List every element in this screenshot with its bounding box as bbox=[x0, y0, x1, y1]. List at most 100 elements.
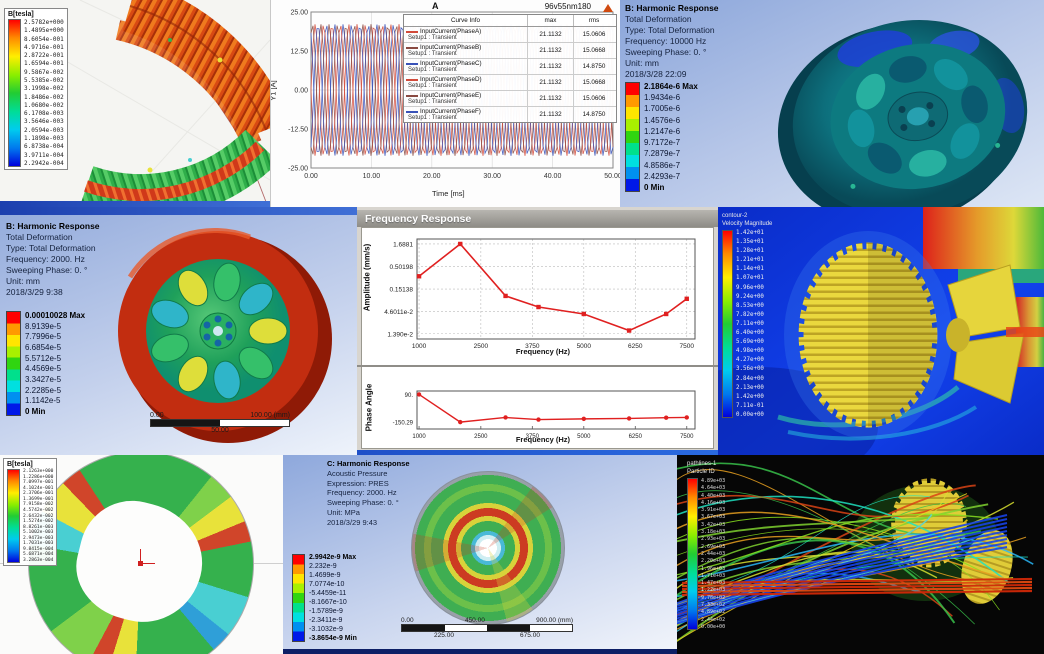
legend-value: 2.1864e-6 Max bbox=[644, 82, 698, 91]
scale-bar: 0.00 100.00 (mm) 50.00 bbox=[150, 412, 290, 434]
legend-value: -3.1032e-9 bbox=[309, 626, 343, 633]
svg-text:0.00: 0.00 bbox=[294, 88, 308, 95]
svg-text:10.00: 10.00 bbox=[363, 173, 381, 180]
origin-marker bbox=[138, 561, 143, 566]
legend-value: 0 Min bbox=[25, 406, 46, 416]
colorbar bbox=[625, 82, 640, 192]
legend-value: 9.78e+02 bbox=[701, 594, 726, 601]
legend-values: 1.42e+01 1.35e+01 1.28e+01 1.21e+01 1.14e+01… bbox=[736, 230, 764, 418]
scale-mid: 50.00 bbox=[211, 427, 229, 434]
curve-swatch bbox=[406, 94, 418, 97]
legend-value: 1.22e+03 bbox=[701, 587, 726, 594]
result-info-line: Sweeping Phase: 0. ° bbox=[327, 498, 399, 507]
legend-value: 2.44e+03 bbox=[701, 550, 726, 557]
svg-text:20.00: 20.00 bbox=[423, 173, 441, 180]
marker-icon bbox=[603, 4, 613, 12]
svg-text:1.390e-2: 1.390e-2 bbox=[387, 331, 413, 338]
curve-max: 21.1132 bbox=[528, 75, 574, 90]
curve-rms: 15.0606 bbox=[582, 31, 606, 38]
svg-text:-150.29: -150.29 bbox=[393, 421, 414, 427]
legend-value: 2.84e+00 bbox=[736, 375, 764, 382]
scale-min: 0.00 bbox=[150, 412, 164, 419]
legend-value: 4.27e+00 bbox=[736, 357, 764, 364]
window-edge-bar bbox=[283, 649, 677, 654]
legend-value: 2.3706e-001 bbox=[23, 491, 54, 497]
result-info-line: Frequency: 2000. Hz bbox=[6, 254, 85, 265]
svg-text:7500: 7500 bbox=[680, 434, 694, 440]
colorbar bbox=[687, 478, 698, 630]
legend-value: 6.40e+00 bbox=[736, 330, 764, 337]
legend-value: 1.42e+00 bbox=[736, 393, 764, 400]
colorbar bbox=[6, 311, 21, 416]
panel-harmonic-red-wheel: B: Harmonic Response Total Deformation Typ… bbox=[0, 207, 357, 455]
window-title-bar[interactable]: Frequency Response bbox=[357, 210, 718, 227]
legend-value: 0 Min bbox=[644, 182, 665, 192]
legend-value: 7.0774e-10 bbox=[309, 581, 345, 588]
legend-value: 9.8415e-004 bbox=[23, 546, 54, 552]
legend-value: 4.16e+03 bbox=[701, 499, 726, 506]
pressure-legend: 2.9942e-9 Max 2.232e-9 1.4699e-9 7.0774e-10… bbox=[292, 554, 357, 642]
legend-value: 9.7172e-7 bbox=[644, 138, 681, 148]
legend-value: 1.5274e-002 bbox=[23, 519, 54, 525]
legend-value: 6.8738e-004 bbox=[24, 143, 64, 151]
legend-value: 3.56e+00 bbox=[736, 366, 764, 373]
scale-label: 900.00 (mm) bbox=[536, 617, 573, 624]
section-divider bbox=[357, 365, 718, 367]
legend-value: 4.1024e-001 bbox=[23, 485, 54, 491]
result-info-line: Sweeping Phase: 0. ° bbox=[625, 47, 707, 58]
svg-text:2500: 2500 bbox=[474, 434, 488, 440]
curve-setup: Setup1 : Transient bbox=[408, 83, 457, 89]
deformation-legend: 0.00010028 Max 8.9139e-5 7.7996e-5 6.6854e-… bbox=[6, 311, 85, 416]
window-body bbox=[361, 227, 714, 449]
legend-subtitle: Particle ID bbox=[687, 468, 715, 475]
result-info-line: Total Deformation bbox=[625, 14, 692, 25]
legend-value: 3.67e+03 bbox=[701, 514, 726, 521]
legend-value: 4.98e+00 bbox=[736, 348, 764, 355]
legend-value: 5.5385e-002 bbox=[24, 76, 64, 84]
curve-name: InputCurrent(PhaseF) bbox=[420, 108, 481, 115]
result-info-line: Expression: PRES bbox=[327, 478, 389, 488]
scale-label: 450.00 bbox=[464, 617, 485, 624]
legend-value: 0.00e+00 bbox=[736, 411, 764, 418]
legend-value: 3.2863e-004 bbox=[23, 558, 54, 563]
column-header: max bbox=[528, 15, 574, 26]
legend-value: 3.91e+03 bbox=[701, 507, 726, 514]
curve-rms: 15.0668 bbox=[582, 79, 606, 86]
frequency-axis-label: Frequency (Hz) bbox=[515, 435, 571, 444]
legend-value: 1.47e+03 bbox=[701, 580, 726, 587]
legend-value: 1.07e+01 bbox=[736, 275, 764, 282]
legend-value: 1.7031e-003 bbox=[23, 541, 54, 547]
curve-swatch bbox=[406, 78, 418, 81]
legend-value: 7.2879e-7 bbox=[644, 149, 681, 159]
legend-values: 2.5782e+000 1.4895e+000 8.6054e-001 4.9716e… bbox=[24, 19, 64, 167]
svg-text:12.50: 12.50 bbox=[290, 49, 308, 56]
curve-info-row: InputCurrent(PhaseB) Setup1 : Transient … bbox=[404, 43, 616, 59]
legend-value: 2.1263e+000 bbox=[23, 469, 54, 474]
curve-name: InputCurrent(PhaseD) bbox=[420, 76, 482, 83]
legend-values: 2.1864e-6 Max 1.9434e-6 1.7005e-6 1.4576e-6… bbox=[644, 82, 698, 192]
pathlines-plot bbox=[677, 462, 1034, 643]
x-axis-label: Time [ms] bbox=[432, 189, 465, 198]
legend-value: 2.5782e+000 bbox=[24, 19, 64, 26]
curve-name: InputCurrent(PhaseA) bbox=[420, 28, 482, 35]
legend-value: -8.1667e-10 bbox=[309, 599, 347, 606]
legend-value: 1.2147e-6 bbox=[644, 126, 681, 136]
deformed-wheel-plot bbox=[118, 228, 332, 443]
panel-current-plot: 25.00 12.50 0.00 -12.50 -25.00 0.00 10.00 20.00… bbox=[270, 0, 621, 207]
legend-value: 1.9434e-6 bbox=[644, 93, 681, 103]
curve-info-table: Curve Info max rms InputCurrent(PhaseA) Se… bbox=[403, 14, 617, 123]
legend-value: 9.24e+00 bbox=[736, 293, 764, 300]
legend-value: 1.0680e-002 bbox=[24, 101, 64, 109]
legend-value: 1.4895e+000 bbox=[24, 27, 64, 35]
svg-text:25.00: 25.00 bbox=[290, 10, 308, 17]
svg-text:3750: 3750 bbox=[526, 434, 540, 440]
legend-value: 5.6871e-004 bbox=[23, 552, 54, 558]
legend-value: -1.5789e-9 bbox=[309, 608, 343, 615]
origin-axis-x bbox=[141, 563, 155, 564]
window-edge-bar bbox=[0, 201, 270, 207]
legend-value: -3.8654e-9 Min bbox=[309, 635, 357, 642]
result-info-line: Frequency: 2000. Hz bbox=[327, 488, 397, 498]
legend-value: 5.69e+00 bbox=[736, 339, 764, 346]
svg-text:4.6011e-2: 4.6011e-2 bbox=[384, 309, 413, 316]
legend-value: 2.2285e-5 bbox=[25, 385, 62, 395]
